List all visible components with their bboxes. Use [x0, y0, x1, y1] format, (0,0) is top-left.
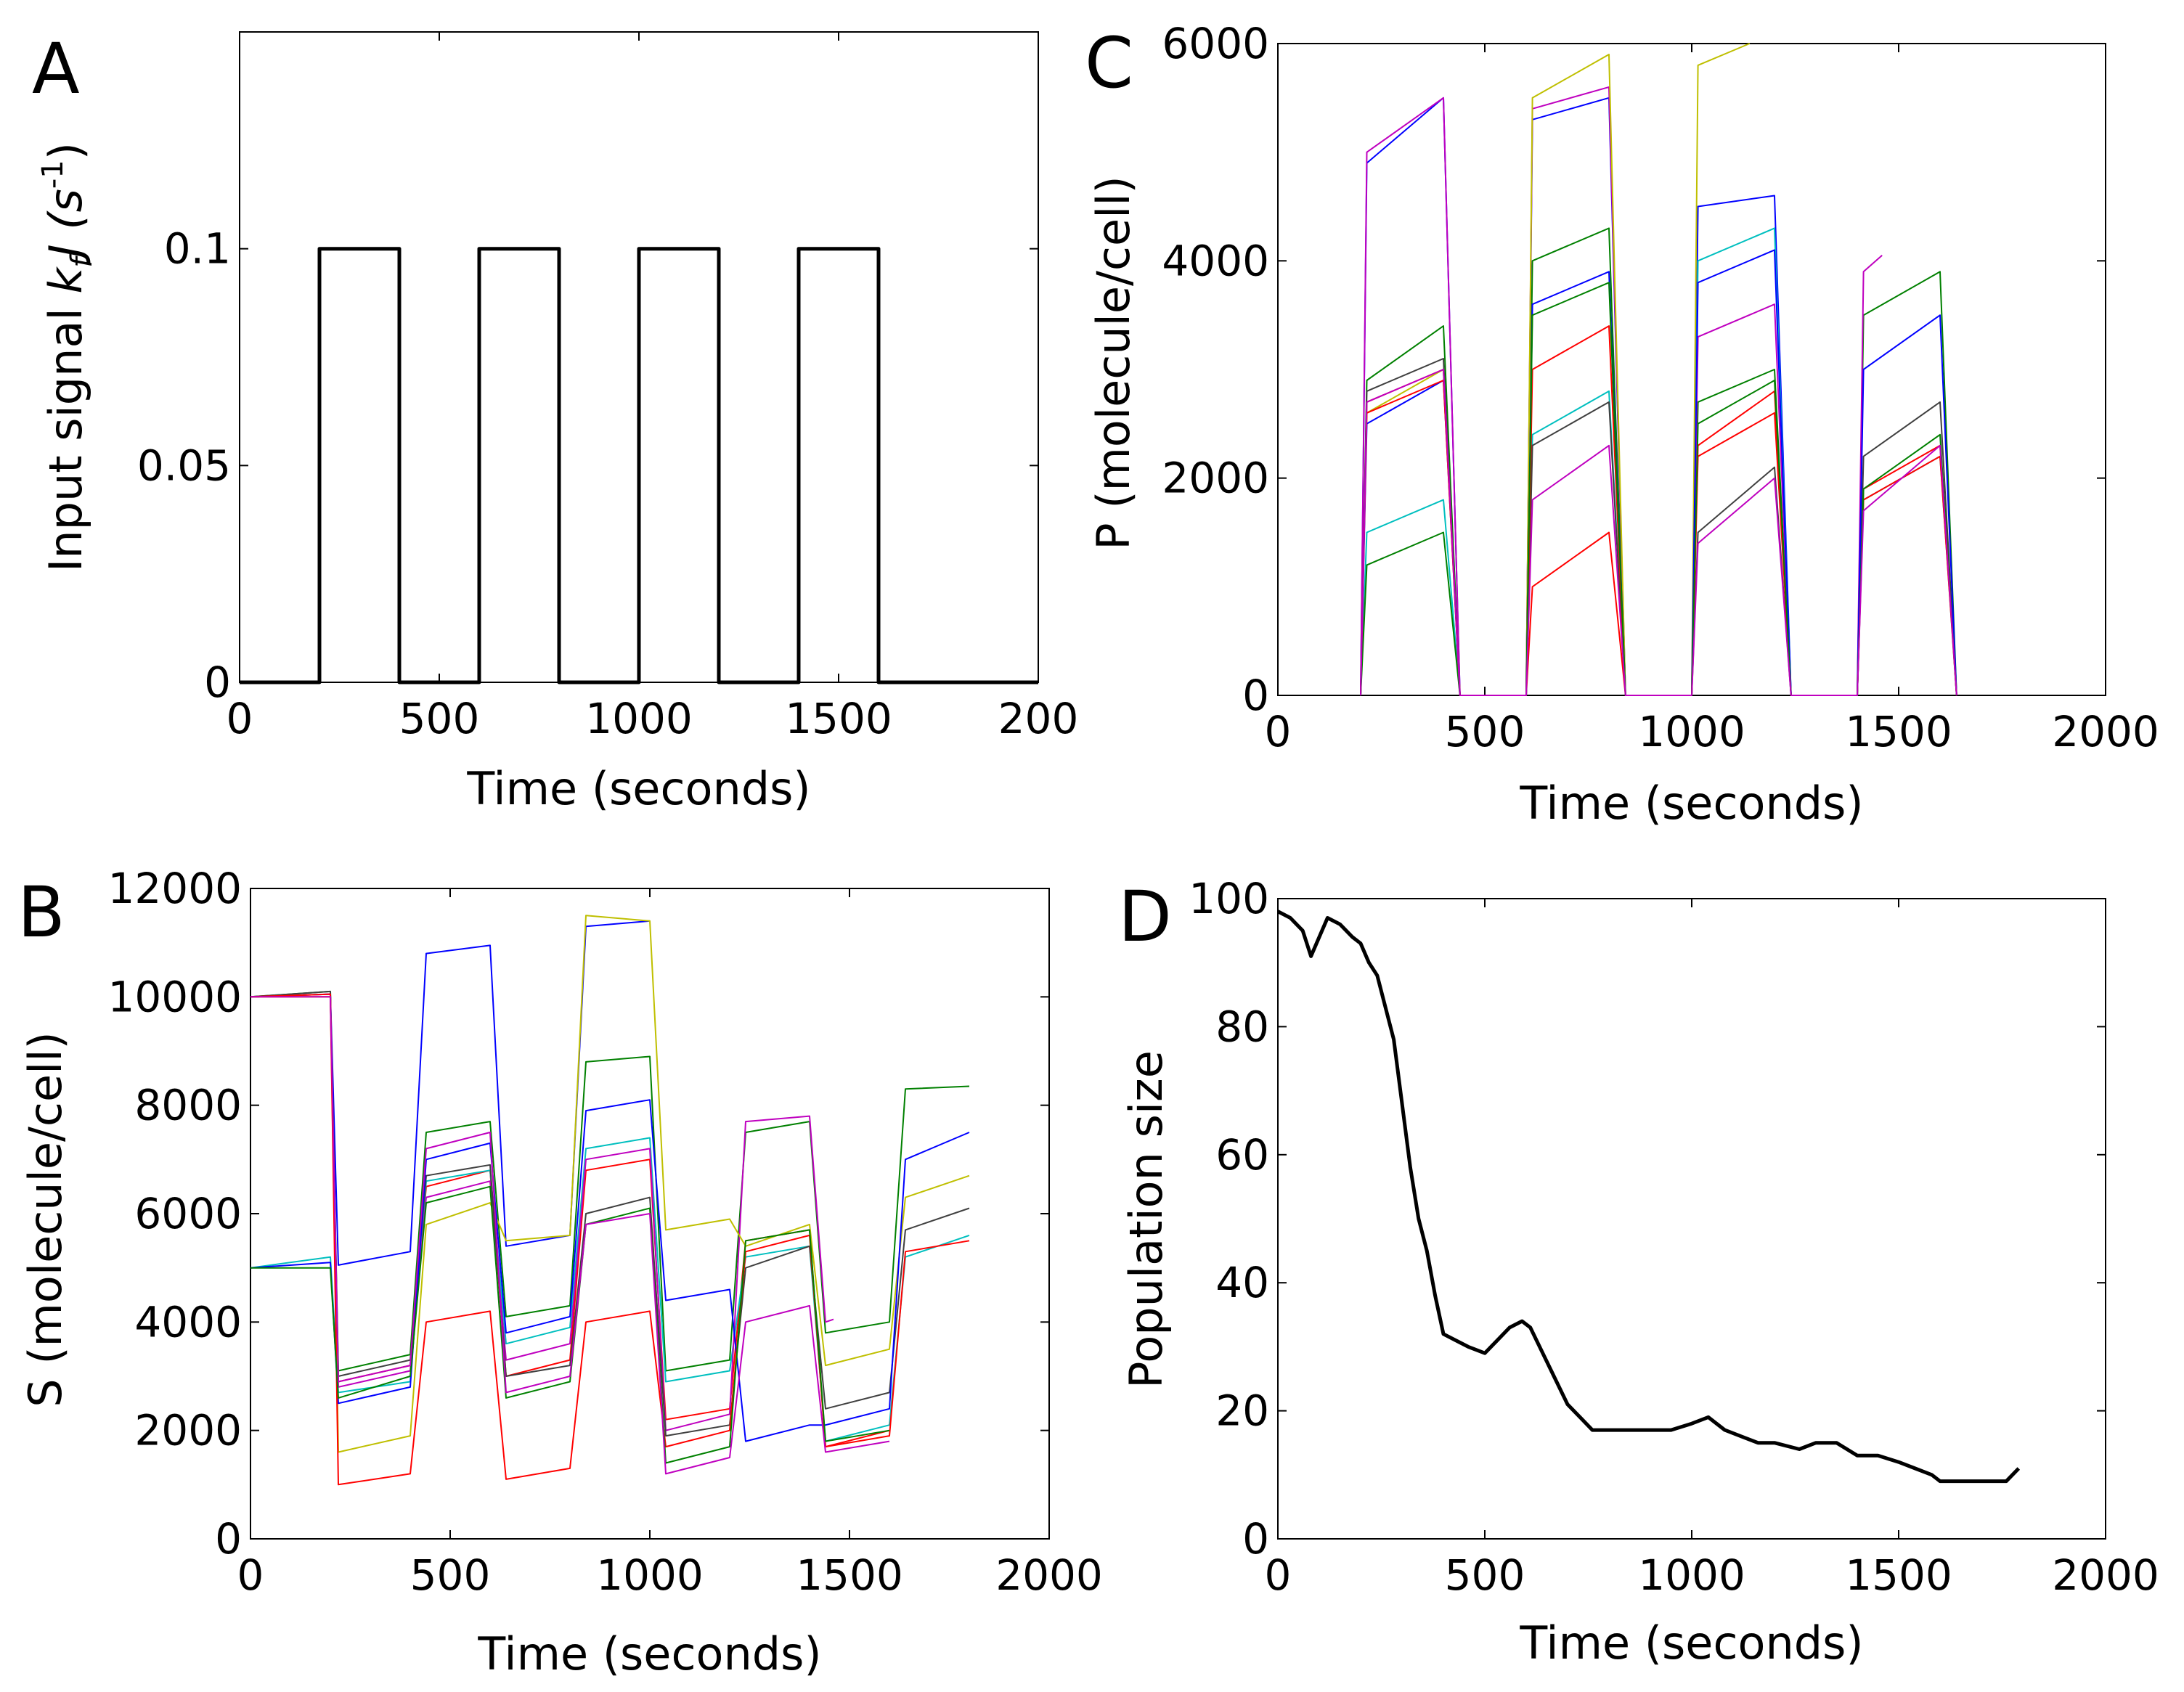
panel-d-series [1276, 910, 2021, 1484]
panel-a-series [240, 247, 1038, 684]
x-tick-label: 1500 [1845, 1550, 1952, 1600]
panel-letter-c: C [1085, 23, 1133, 104]
panel-c-axes: 0 500 1000 1500 2000 0 2000 4000 6000 [1162, 19, 2159, 756]
x-tick-label: 1500 [1845, 707, 1952, 756]
y-tick-label: 20 [1215, 1386, 1269, 1436]
x-tick-label: 0 [1265, 1550, 1292, 1600]
y-tick-label: 100 [1189, 874, 1269, 923]
series-line [1360, 97, 1792, 696]
x-tick-label: 0 [227, 694, 253, 743]
x-tick-label: 1500 [796, 1550, 903, 1600]
x-tick-label: 500 [410, 1550, 491, 1600]
x-tick-label: 1000 [596, 1550, 704, 1600]
y-tick-label: 0.05 [137, 441, 231, 490]
x-tick-label: 2000 [995, 1550, 1103, 1600]
panel-d-axes: 0 500 1000 1500 2000 0 20 40 60 80 100 [1189, 874, 2159, 1600]
series-line [1360, 227, 1957, 696]
panel-letter-d: D [1118, 876, 1172, 957]
x-tick-label: 2000 [2052, 1550, 2159, 1600]
panel-b: B 0 500 1000 1500 2000 0 2000 4000 6000 8000 10000… [17, 864, 1103, 1680]
series-line [250, 996, 890, 1475]
x-tick-label: 0 [237, 1550, 264, 1600]
y-tick-label: 0.1 [164, 224, 231, 274]
panel-d-xlabel: Time (seconds) [1519, 1617, 1863, 1669]
x-tick-label: 200 [998, 694, 1079, 743]
y-tick-label: 10000 [107, 972, 242, 1021]
x-tick-label: 500 [399, 694, 480, 743]
x-tick-label: 1000 [585, 694, 693, 743]
panel-letter-a: A [32, 28, 80, 110]
y-tick-label: 0 [1242, 1514, 1269, 1564]
panel-c-series [1360, 43, 1957, 696]
panel-c: C 0 500 1000 1500 2000 0 2000 4000 6000 Time (se… [1085, 19, 2159, 830]
series-line [250, 1137, 970, 1442]
panel-b-axes: 0 500 1000 1500 2000 0 2000 4000 6000 8000 10000 12… [107, 864, 1102, 1600]
series-line [250, 915, 970, 1453]
x-tick-label: 1500 [785, 694, 892, 743]
panel-d-ylabel: Population size [1120, 1050, 1173, 1389]
series-line [250, 990, 970, 1372]
series-line [250, 1099, 970, 1442]
x-tick-label: 500 [1445, 1550, 1525, 1600]
panel-c-frame [1277, 43, 2106, 696]
panel-d: D 0 500 1000 1500 2000 0 20 40 60 80 100 Time (sec… [1118, 874, 2159, 1669]
panel-b-ylabel: S (molecule/cell) [19, 1031, 72, 1407]
panel-b-xlabel: Time (seconds) [477, 1627, 821, 1680]
y-tick-label: 80 [1215, 1002, 1269, 1051]
y-tick-label: 2000 [1162, 454, 1269, 503]
x-tick-label: 1000 [1638, 1550, 1745, 1600]
series-line [1360, 369, 1957, 696]
y-tick-label: 40 [1215, 1258, 1269, 1307]
y-tick-label: 6000 [134, 1189, 242, 1238]
y-tick-label: 0 [204, 658, 231, 707]
panel-a-xlabel: Time (seconds) [466, 762, 810, 815]
panel-b-series [250, 915, 970, 1486]
y-tick-label: 6000 [1162, 19, 1269, 68]
panel-c-xlabel: Time (seconds) [1519, 777, 1863, 830]
series-line [1360, 43, 1751, 696]
series-line [250, 993, 834, 1431]
panel-a-ylabel: Input signal kfJ (s-1) [36, 142, 99, 572]
y-tick-label: 0 [1242, 671, 1269, 720]
panel-d-frame [1277, 898, 2106, 1540]
x-tick-label: 500 [1445, 707, 1525, 756]
series-line [1276, 910, 2021, 1484]
panel-c-ylabel: P (molecule/cell) [1087, 176, 1140, 550]
y-tick-label: 8000 [134, 1081, 242, 1130]
series-line [250, 993, 970, 1486]
series-line [1360, 358, 1957, 696]
series-line [250, 990, 970, 1437]
x-tick-label: 0 [1265, 707, 1292, 756]
y-tick-label: 60 [1215, 1130, 1269, 1180]
x-tick-label: 1000 [1638, 707, 1745, 756]
series-line [250, 920, 651, 1266]
y-tick-label: 4000 [1162, 236, 1269, 285]
y-tick-label: 2000 [134, 1406, 242, 1455]
x-tick-label: 2000 [2052, 707, 2159, 756]
y-tick-label: 12000 [107, 864, 242, 913]
series-line [1360, 369, 1957, 696]
y-tick-label: 4000 [134, 1297, 242, 1346]
y-tick-label: 0 [215, 1514, 242, 1564]
series-line [240, 247, 1038, 684]
panel-letter-b: B [17, 872, 65, 953]
